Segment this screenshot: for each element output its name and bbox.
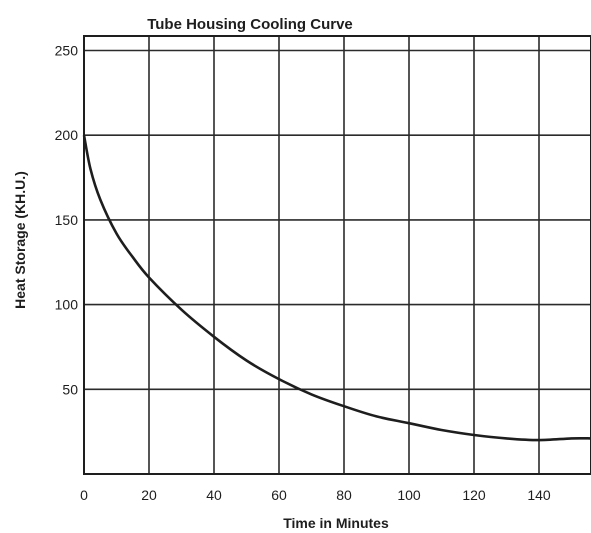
y-tick-label-100: 100	[55, 297, 79, 313]
plot-frame	[83, 35, 591, 475]
x-tick-label-20: 20	[141, 487, 157, 503]
grid-lines	[84, 36, 591, 474]
y-tick-label-50: 50	[62, 381, 78, 397]
x-tick-label-100: 100	[397, 487, 421, 503]
x-tick-label-0: 0	[80, 487, 88, 503]
y-tick-label-150: 150	[55, 212, 79, 228]
x-tick-label-140: 140	[527, 487, 551, 503]
y-tick-label-250: 250	[55, 43, 79, 59]
x-tick-label-120: 120	[462, 487, 486, 503]
cooling-curve-line	[82, 134, 591, 442]
x-tick-label-80: 80	[336, 487, 352, 503]
chart-title: Tube Housing Cooling Curve	[147, 16, 353, 33]
y-tick-label-200: 200	[55, 127, 79, 143]
x-tick-label-40: 40	[206, 487, 222, 503]
tick-labels: 0 20 40 60 80 100 120 140 50 100 150 200 250	[55, 43, 551, 504]
y-axis-label: Heat Storage (KH.U.)	[12, 171, 28, 309]
x-axis-label: Time in Minutes	[283, 515, 389, 531]
x-tick-label-60: 60	[271, 487, 287, 503]
